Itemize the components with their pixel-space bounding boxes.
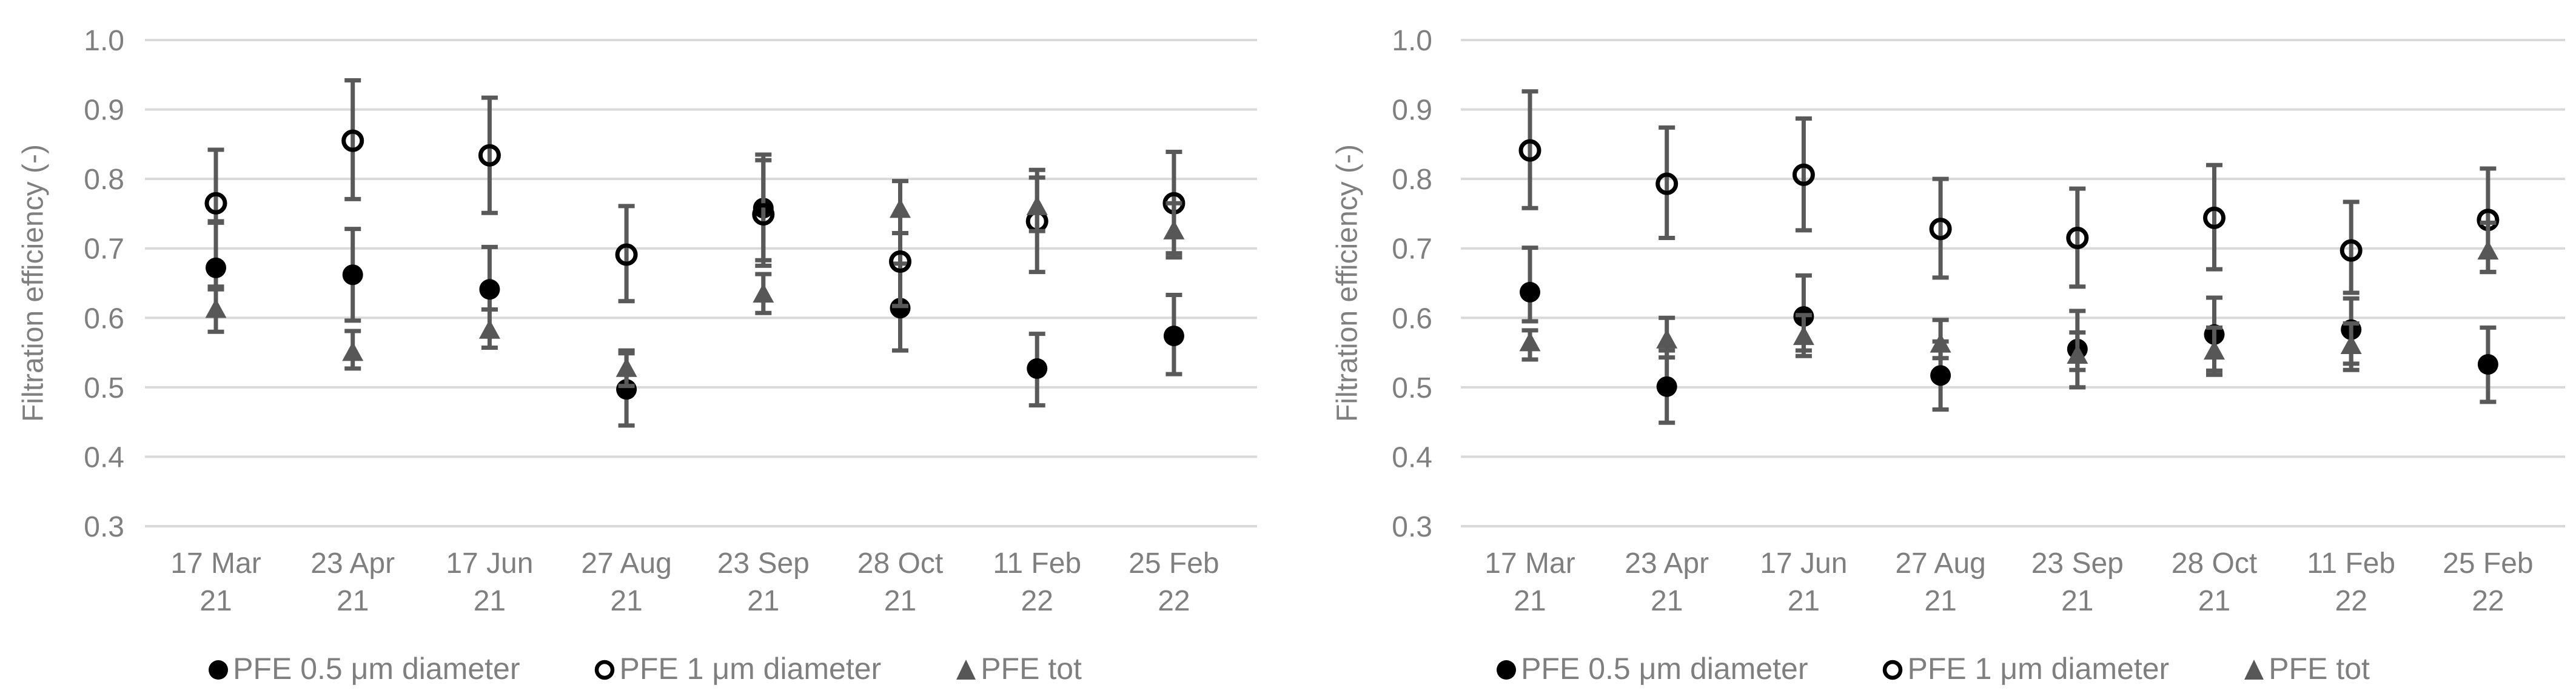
data-point-filled-circle [479,279,500,300]
data-point-triangle [890,198,911,218]
data-point-triangle [2067,344,2088,364]
data-point-triangle [1656,329,1678,349]
data-point-triangle [2204,340,2225,360]
y-tick-label: 0.9 [1392,95,1432,127]
y-tick-label: 0.7 [1392,233,1432,266]
x-tick-label: 28 Oct 21 [2172,547,2257,617]
legend-item-pfe-05: PFE 0.5 μm diameter [206,651,520,686]
data-point-open-circle [2203,206,2225,229]
x-tick-label: 23 Apr 21 [310,547,395,617]
data-point-filled-circle [342,264,363,286]
data-point-triangle [478,319,500,339]
legend-item-pfe-1: PFE 1 μm diameter [1880,651,2169,686]
y-tick-label: 0.6 [84,303,124,335]
data-point-filled-circle [2477,354,2498,375]
y-axis-title: Filtration efficiency (-) [1331,144,1364,422]
scatter-plot-left: 1.0 0.9 0.8 0.7 0.6 0.5 0.4 0.3 17 Mar 21 23 Apr 21… [84,25,1257,617]
legend-item-pfe-1: PFE 1 μm diameter [592,651,881,686]
legend-label: PFE tot [981,652,1082,686]
x-tick-label: 17 Mar 21 [1484,547,1575,617]
filled-circle-icon [1497,660,1517,680]
y-tick-label: 0.9 [84,95,124,127]
x-tick-label: 25 Feb 22 [2443,547,2533,617]
legend-label: PFE 0.5 μm diameter [1521,652,1808,686]
x-tick-label: 28 Oct 21 [857,547,943,617]
legend-label: PFE tot [2269,652,2370,686]
x-tick-label: 23 Apr 21 [1625,547,1709,617]
data-point-open-circle [478,144,501,167]
data-point-open-circle [2066,227,2089,250]
y-tick-label: 0.7 [84,233,124,266]
data-point-open-circle [752,203,775,226]
data-point-open-circle [2340,239,2363,262]
y-tick-label: 0.4 [84,441,124,473]
legend: PFE 0.5 μm diameter PFE 1 μm diameter PF… [1288,647,2576,690]
legend-label: PFE 1 μm diameter [619,652,882,686]
data-point-filled-circle [1027,358,1048,379]
y-tick-label: 0.3 [1392,511,1432,543]
data-point-triangle [342,341,364,361]
x-tick-label: 27 Aug 21 [581,547,671,617]
y-tick-label: 0.8 [84,164,124,196]
legend-item-pfe-05: PFE 0.5 μm diameter [1494,651,1808,686]
y-tick-label: 1.0 [1392,25,1432,57]
data-point-open-circle [1655,172,1679,195]
data-point-triangle [1026,195,1048,215]
y-tick-label: 0.5 [84,372,124,404]
filled-triangle-icon [2244,660,2264,680]
data-point-filled-circle [1163,326,1184,347]
legend-label: PFE 0.5 μm diameter [233,652,520,686]
x-tick-label: 17 Jun 21 [446,547,533,617]
data-point-triangle [753,283,774,303]
filled-circle-icon [209,660,229,680]
data-point-open-circle [1929,218,1952,241]
data-point-triangle [1519,332,1541,352]
data-point-open-circle [204,192,227,215]
y-tick-label: 0.4 [1392,441,1432,473]
data-point-open-circle [1792,163,1815,186]
data-point-triangle [2477,240,2499,260]
y-tick-label: 0.6 [1392,303,1432,335]
data-point-filled-circle [1656,376,1677,397]
x-tick-label: 27 Aug 21 [1895,547,1985,617]
x-tick-label: 17 Mar 21 [170,547,261,617]
open-circle-icon [595,660,615,680]
y-tick-label: 0.3 [84,511,124,543]
filled-triangle-icon [956,660,976,680]
x-tick-label: 11 Feb 22 [2307,547,2395,617]
y-axis-title: Filtration efficiency (-) [17,144,50,422]
y-tick-label: 0.5 [1392,372,1432,404]
data-point-triangle [1930,333,1951,353]
y-tick-label: 0.8 [1392,164,1432,196]
open-circle-icon [1883,660,1903,680]
data-point-triangle [615,357,637,377]
y-tick-label: 1.0 [84,25,124,57]
chart-panel-right: 1.0 0.9 0.8 0.7 0.6 0.5 0.4 0.3 17 Mar 21 23 Apr 21… [1288,0,2576,699]
x-tick-label: 23 Sep 21 [2031,547,2124,617]
data-point-open-circle [889,250,911,273]
data-point-triangle [2340,334,2362,354]
x-tick-label: 25 Feb 22 [1129,547,1219,617]
legend-item-pfe-tot: PFE tot [954,651,1082,686]
x-tick-label: 11 Feb 22 [993,547,1081,617]
data-point-open-circle [341,129,364,152]
chart-panel-left: 1.0 0.9 0.8 0.7 0.6 0.5 0.4 0.3 17 Mar 21 23 Apr 21… [0,25,1288,690]
data-point-filled-circle [1520,281,1540,303]
legend-item-pfe-tot: PFE tot [2242,651,2370,686]
scatter-plot-right: 1.0 0.9 0.8 0.7 0.6 0.5 0.4 0.3 17 Mar 21 23 Apr 21… [1392,25,2565,617]
x-tick-label: 23 Sep 21 [717,547,810,617]
legend-label: PFE 1 μm diameter [1907,652,2170,686]
data-point-open-circle [1518,139,1541,162]
data-point-filled-circle [1930,365,1951,386]
legend: PFE 0.5 μm diameter PFE 1 μm diameter PF… [0,647,1288,690]
x-tick-label: 17 Jun 21 [1760,547,1847,617]
data-point-triangle [1163,219,1185,239]
data-point-open-circle [615,243,638,266]
data-point-triangle [1793,326,1814,346]
data-point-triangle [205,298,227,318]
data-point-filled-circle [206,257,226,278]
